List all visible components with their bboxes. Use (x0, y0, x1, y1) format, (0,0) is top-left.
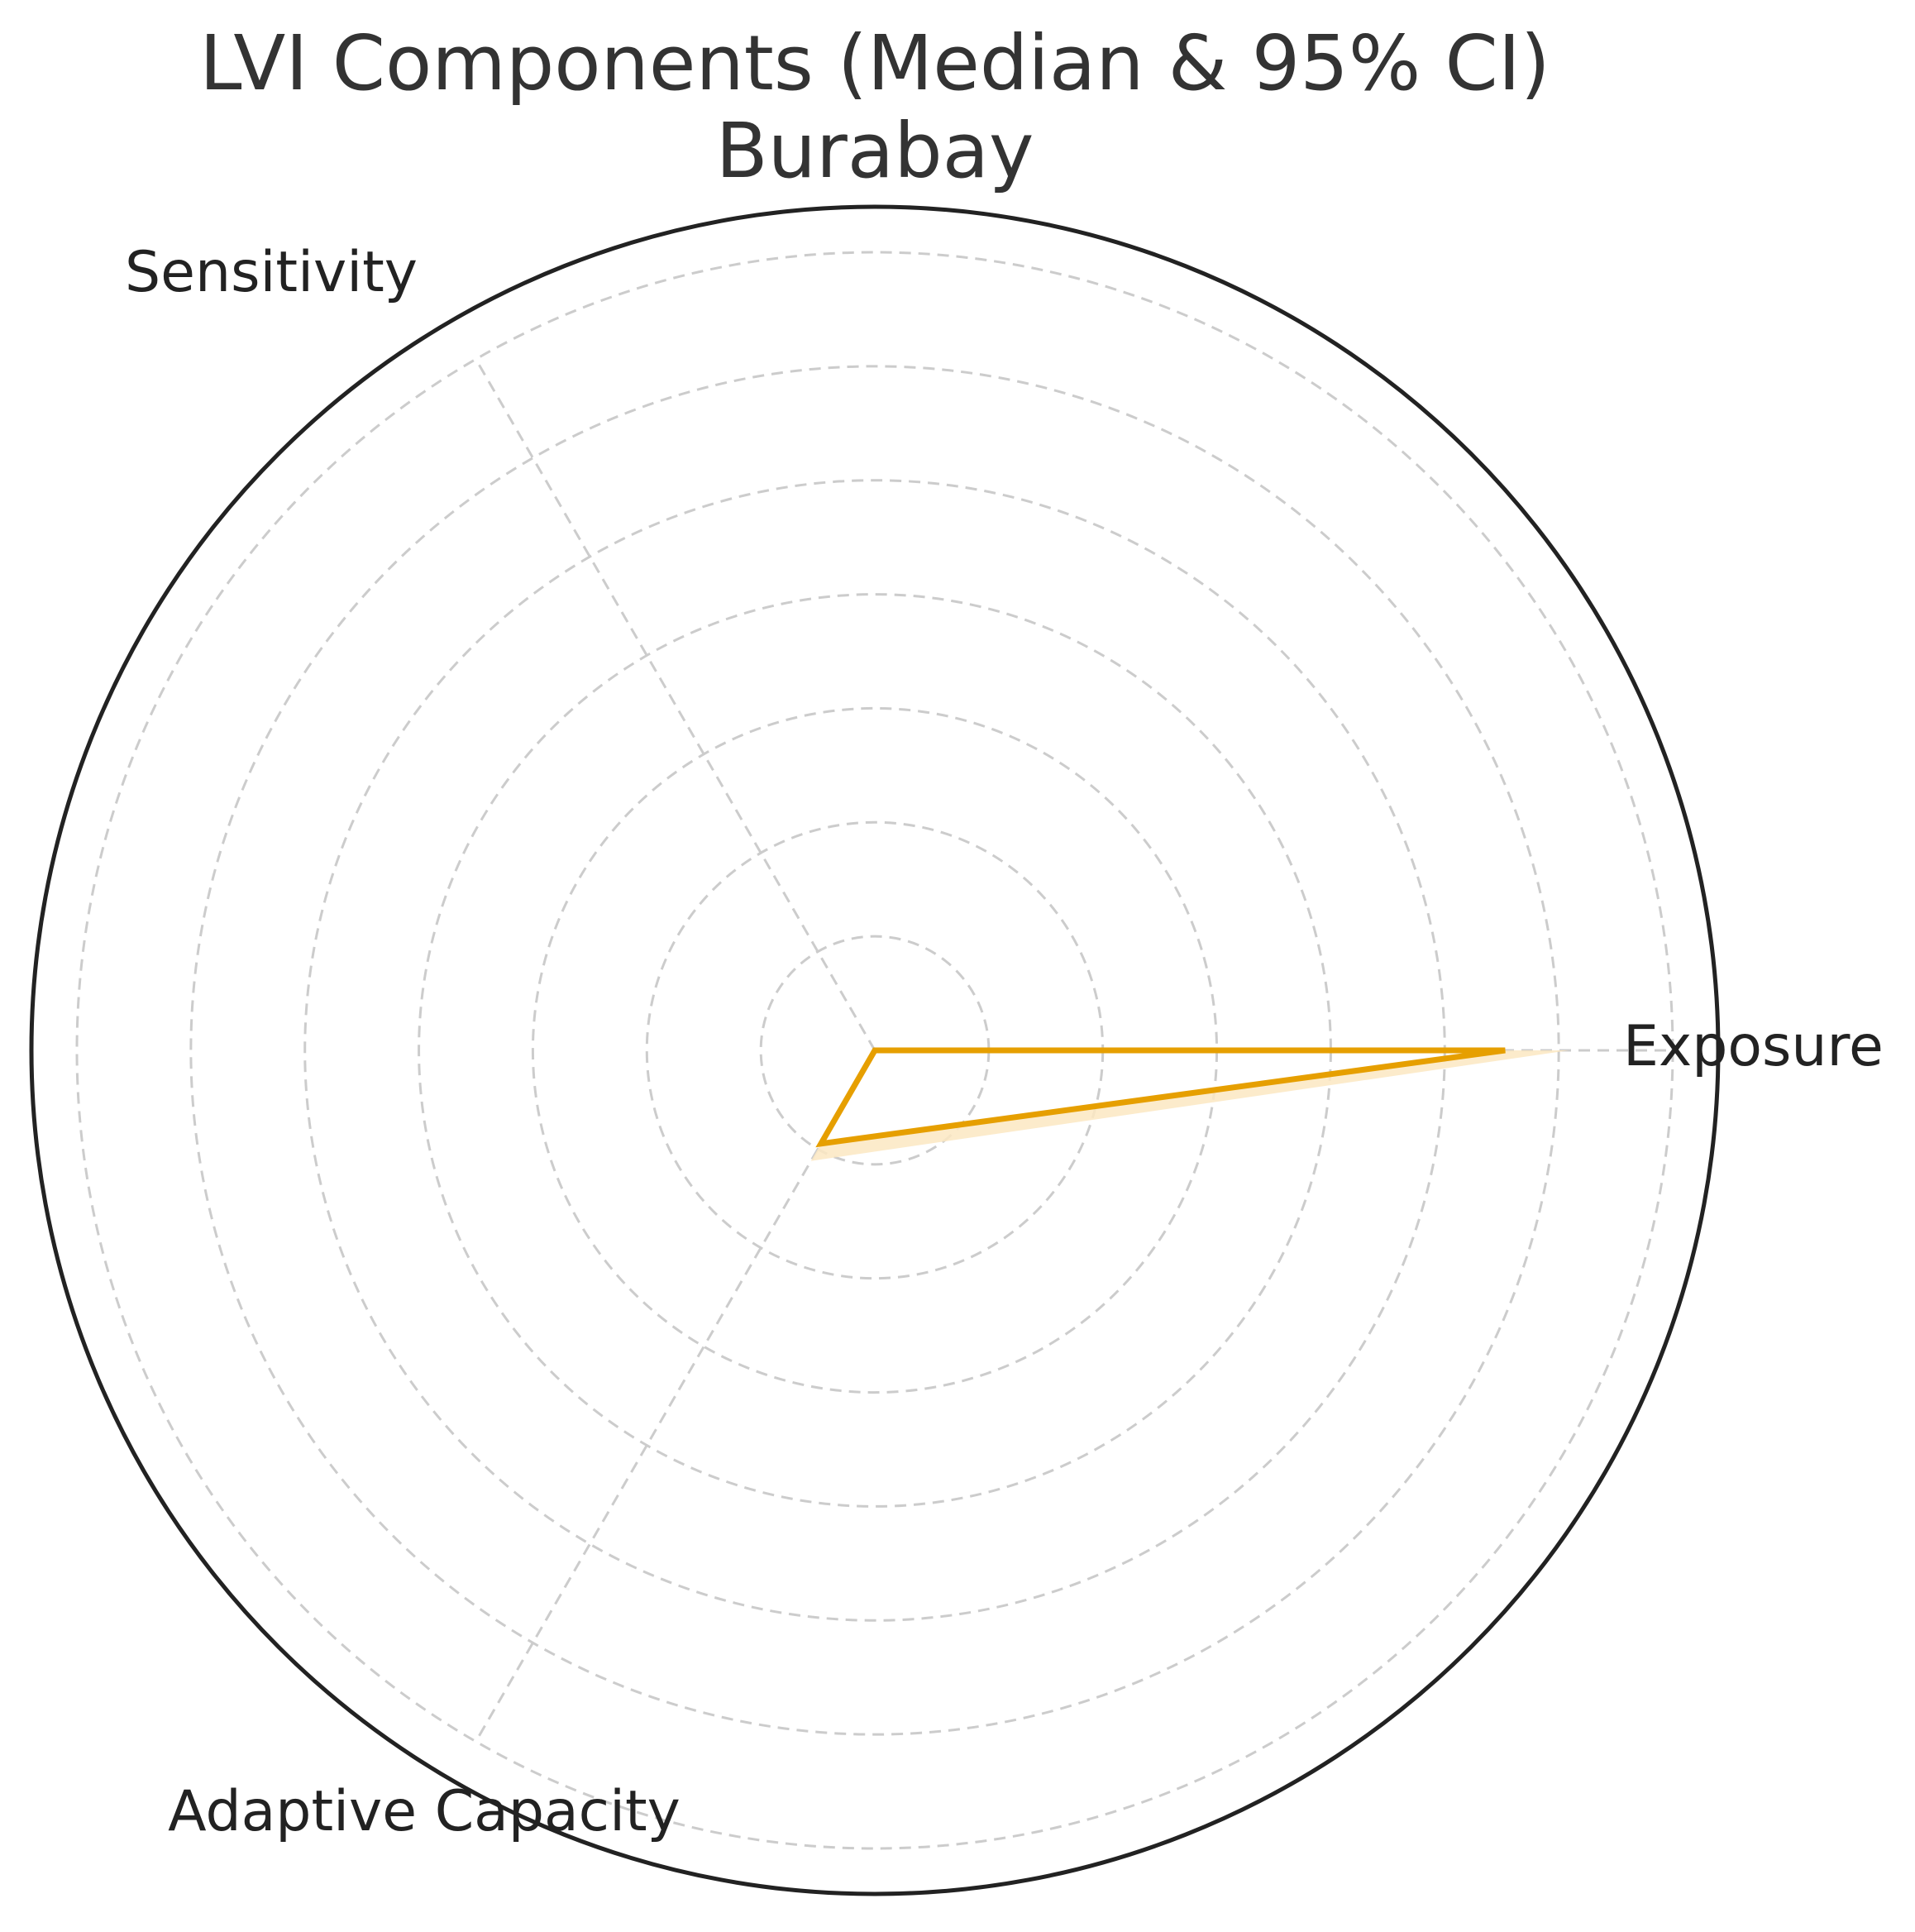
grid-spoke (475, 358, 876, 1051)
axis-labels: Exposure Sensitivity Adaptive Capacity (125, 240, 1884, 1844)
axis-label-adaptive-capacity: Adaptive Capacity (168, 1779, 681, 1844)
ci-band (810, 1050, 1569, 1161)
axis-label-exposure: Exposure (1623, 1014, 1884, 1079)
data-layer (810, 1047, 1569, 1161)
outer-frame (29, 204, 1721, 1896)
axis-label-sensitivity: Sensitivity (125, 240, 418, 305)
grid-ring (75, 251, 1674, 1850)
chart-subtitle: Burabay (716, 107, 1034, 195)
median-line (815, 1047, 1506, 1148)
chart-title: LVI Components (Median & 95% CI) (199, 19, 1550, 108)
